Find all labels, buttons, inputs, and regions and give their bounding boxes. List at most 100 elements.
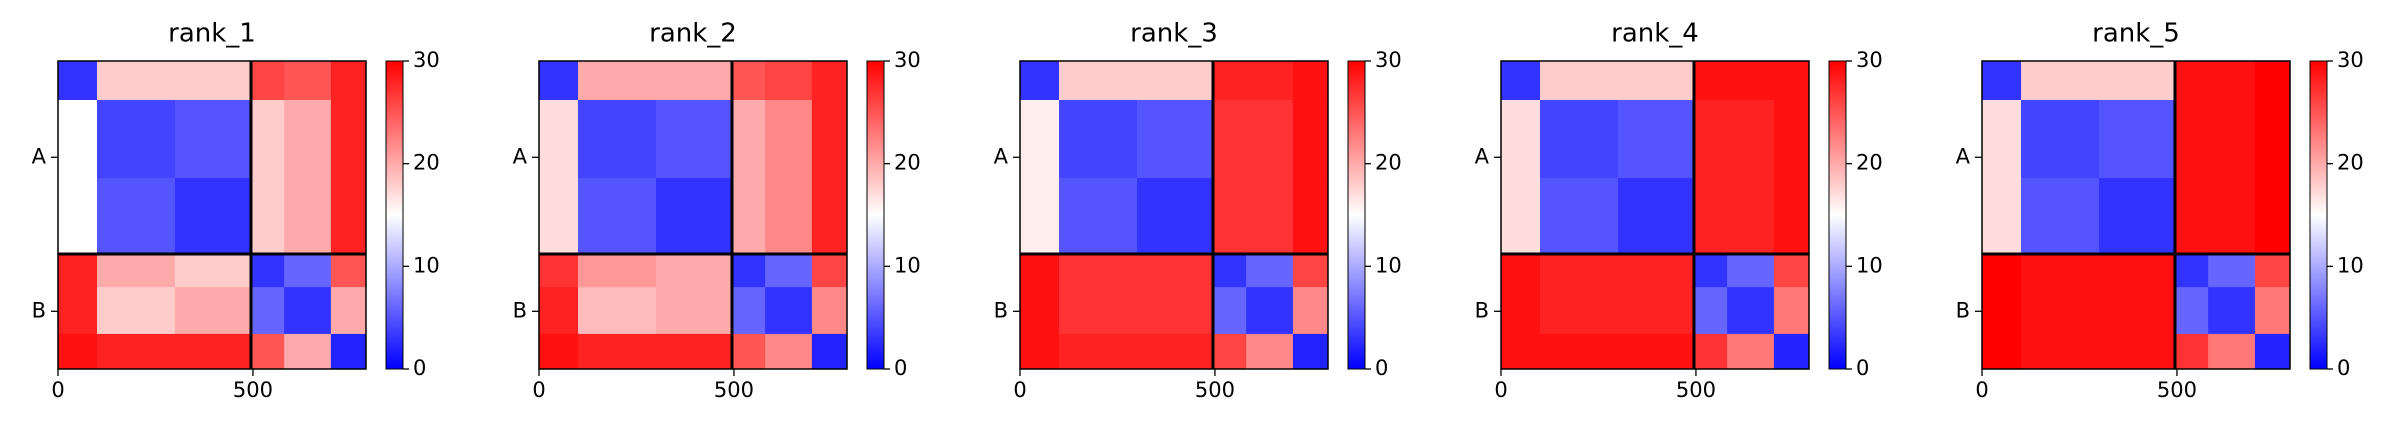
x-tick-label: 0 — [532, 378, 545, 402]
heatmap-cell — [765, 61, 813, 101]
x-tick-label: 0 — [1975, 378, 1988, 402]
plot-frame — [57, 60, 367, 370]
heatmap-cell — [1617, 333, 1695, 370]
heatmap-cell — [1693, 99, 1728, 179]
heatmap-cell — [2174, 333, 2209, 370]
heatmap-cell — [1693, 61, 1728, 101]
heatmap-cell — [2208, 99, 2256, 179]
heatmap-cell — [1292, 287, 1329, 335]
plot-frame — [1500, 60, 1810, 370]
heatmap-cell — [1020, 287, 1060, 335]
colorbar-tick-label: 20 — [894, 151, 921, 175]
heatmap-cell — [174, 333, 252, 370]
heatmap-cell — [1246, 333, 1294, 370]
plot-frame — [1981, 60, 2291, 370]
x-tick-label: 500 — [1676, 378, 1716, 402]
heatmap-cell — [2174, 287, 2209, 335]
heatmap-cell — [2174, 177, 2209, 255]
heatmap-cell — [2208, 177, 2256, 255]
heatmap-cell — [1292, 253, 1329, 288]
heatmap-cell — [539, 253, 579, 288]
heatmap-cell — [731, 61, 766, 101]
heatmap-cell — [731, 253, 766, 288]
panel-title: rank_2 — [649, 19, 737, 49]
heatmap-cell — [1982, 99, 2022, 179]
heatmap-cell — [1212, 287, 1247, 335]
colorbar-tick-label: 0 — [413, 356, 426, 380]
heatmap-cell — [1020, 177, 1060, 255]
heatmap-cell — [2254, 61, 2291, 101]
heatmap-cell — [284, 177, 332, 255]
heatmap-cell — [1058, 287, 1138, 335]
heatmap-cell — [539, 333, 579, 370]
heatmap-cell — [1020, 333, 1060, 370]
heatmap-cell — [765, 177, 813, 255]
heatmap-cell — [811, 99, 848, 179]
colorbar-tick-label: 10 — [894, 253, 921, 277]
heatmap-cell — [250, 253, 285, 288]
colorbar-tick-label: 30 — [1856, 48, 1883, 72]
heatmap-cell — [1020, 253, 1060, 288]
heatmap-cell — [655, 61, 733, 101]
heatmap-cell — [96, 287, 176, 335]
panel: rank_2 0 500 A B 0 10 20 30 — [513, 19, 921, 403]
heatmap-cell — [1617, 177, 1695, 255]
heatmap-cell — [1617, 99, 1695, 179]
heatmap-cell — [1539, 333, 1619, 370]
heatmap-cell — [2098, 253, 2176, 288]
heatmap-cell — [1727, 177, 1775, 255]
heatmap-cell — [58, 253, 98, 288]
heatmap-cell — [1773, 177, 1810, 255]
y-tick-label: A — [32, 144, 47, 168]
colorbar-tick-label: 20 — [413, 151, 440, 175]
heatmap-cell — [1501, 177, 1541, 255]
heatmap-cell — [1292, 99, 1329, 179]
heatmap-cell — [765, 253, 813, 288]
heatmap-cell — [577, 99, 657, 179]
heatmap-cell — [174, 99, 252, 179]
heatmap-cell — [1617, 61, 1695, 101]
heatmap-cell — [330, 99, 367, 179]
heatmap-cell — [1727, 99, 1775, 179]
heatmap-cell — [330, 177, 367, 255]
heatmap-cell — [1246, 253, 1294, 288]
colorbar — [866, 60, 885, 370]
colorbar-tick-label: 0 — [1375, 356, 1388, 380]
panel: rank_3 0 500 A B 0 10 20 30 — [994, 19, 1402, 403]
heatmap-cell — [2020, 177, 2100, 255]
heatmap-cell — [58, 287, 98, 335]
heatmap-cell — [284, 61, 332, 101]
heatmap-cell — [284, 287, 332, 335]
heatmap-cell — [174, 287, 252, 335]
heatmap-cell — [539, 61, 579, 101]
heatmap-cell — [58, 61, 98, 101]
heatmap-cell — [539, 99, 579, 179]
y-tick-label: A — [1956, 144, 1971, 168]
heatmap-cell — [2020, 287, 2100, 335]
heatmap-cell — [1136, 99, 1214, 179]
heatmap-cell — [1501, 253, 1541, 288]
heatmap-cell — [1501, 61, 1541, 101]
panel-title: rank_3 — [1130, 19, 1218, 49]
heatmap-cell — [250, 99, 285, 179]
colorbar-tick-label: 10 — [1856, 253, 1883, 277]
heatmap-cell — [284, 99, 332, 179]
heatmap-cell — [1982, 61, 2022, 101]
heatmap-cell — [2254, 99, 2291, 179]
heatmap-cell — [731, 287, 766, 335]
heatmap-cell — [1773, 253, 1810, 288]
heatmap-cell — [1539, 99, 1619, 179]
heatmap-cell — [2174, 61, 2209, 101]
heatmap-cell — [250, 177, 285, 255]
colorbar-tick-label: 10 — [2337, 253, 2364, 277]
heatmap-cell — [1292, 333, 1329, 370]
heatmap-cell — [2174, 253, 2209, 288]
colorbar-tick-label: 10 — [413, 253, 440, 277]
heatmap-cell — [1058, 177, 1138, 255]
colorbar-tick-label: 10 — [1375, 253, 1402, 277]
y-tick-label: B — [1956, 298, 1970, 322]
heatmap-cell — [731, 177, 766, 255]
x-tick-label: 500 — [1195, 378, 1235, 402]
heatmap-cell — [1136, 333, 1214, 370]
panel-title: rank_5 — [2092, 19, 2180, 49]
